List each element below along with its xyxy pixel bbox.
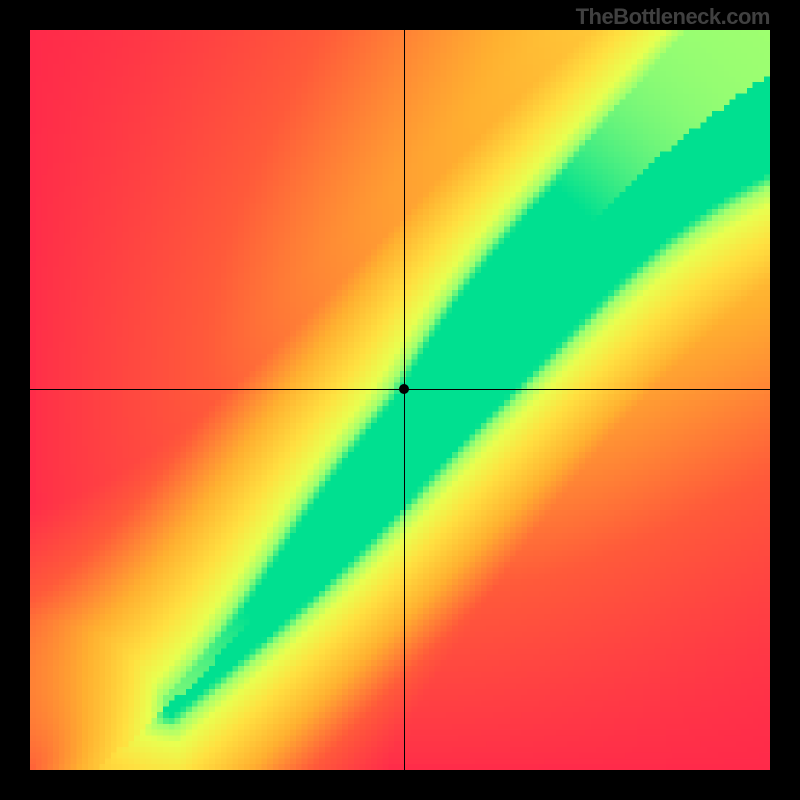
chart-frame: TheBottleneck.com	[0, 0, 800, 800]
crosshair-vertical	[404, 30, 405, 770]
marker-dot	[399, 384, 409, 394]
heatmap-plot	[30, 30, 770, 770]
watermark-text: TheBottleneck.com	[576, 4, 770, 30]
heatmap-canvas	[30, 30, 770, 770]
